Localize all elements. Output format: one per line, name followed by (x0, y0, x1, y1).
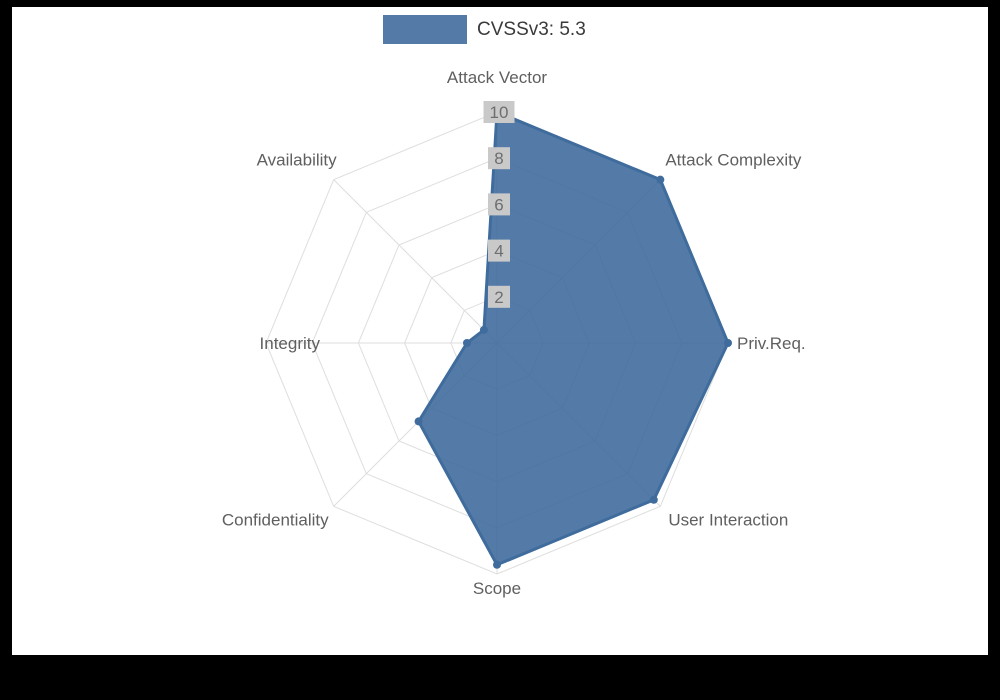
axis-label-availability: Availability (257, 151, 338, 170)
data-point[interactable] (479, 325, 488, 334)
axis-label-attack-vector: Attack Vector (447, 68, 547, 87)
data-point[interactable] (724, 339, 732, 347)
axis-label-priv-req-: Priv.Req. (737, 334, 806, 353)
tick-backdrop (488, 239, 510, 262)
legend-swatch-icon (383, 15, 467, 44)
axis-label-confidentiality: Confidentiality (222, 510, 329, 529)
axis-label-integrity: Integrity (260, 334, 321, 353)
tick-backdrop (483, 101, 515, 123)
legend-label: CVSSv3: 5.3 (477, 18, 586, 40)
data-point[interactable] (414, 417, 423, 426)
axis-label-user-interaction: User Interaction (668, 510, 788, 529)
radar-axis-labels: Attack Vector Attack Complexity Priv.Req. U… (222, 68, 806, 598)
tick-label: 6 (494, 195, 503, 214)
tick-label: 10 (490, 103, 509, 122)
tick-backdrop (488, 193, 510, 216)
radar-ticks: 2 4 6 8 10 (483, 101, 515, 308)
data-point[interactable] (493, 560, 501, 569)
tick-label: 2 (494, 288, 503, 307)
data-point[interactable] (462, 339, 471, 347)
tick-backdrop (488, 147, 510, 170)
tick-label: 4 (494, 242, 503, 261)
axis-label-scope: Scope (473, 579, 521, 598)
legend-item[interactable]: CVSSv3: 5.3 (383, 15, 586, 44)
data-point[interactable] (649, 495, 658, 504)
tick-label: 8 (494, 149, 503, 168)
axis-spoke-line (333, 179, 498, 344)
tick-backdrop (488, 285, 510, 308)
data-point[interactable] (656, 175, 665, 184)
axis-label-attack-complexity: Attack Complexity (665, 151, 802, 170)
